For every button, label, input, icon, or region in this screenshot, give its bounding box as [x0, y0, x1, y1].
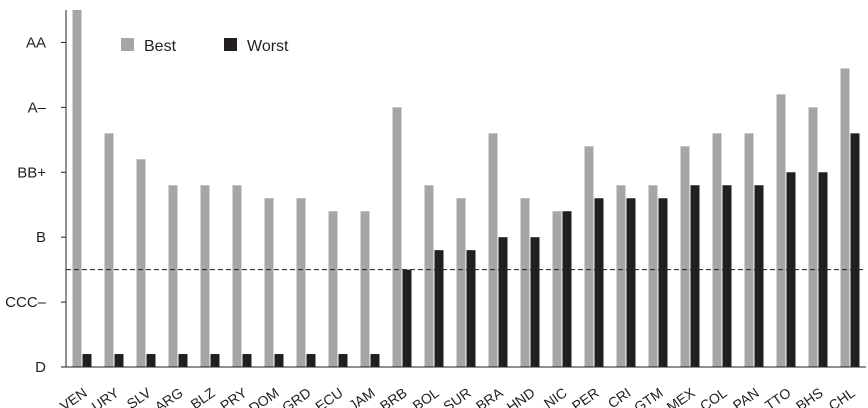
bar-best-ecu: [328, 211, 338, 367]
bar-best-ury: [104, 133, 114, 367]
bars: [72, 10, 860, 368]
x-category-label: URY: [89, 384, 123, 408]
y-axis: D CCC– B BB+ A– AA: [5, 10, 67, 376]
bar-worst-ecu: [338, 354, 348, 367]
bar-best-ven: [72, 10, 82, 367]
x-category-label: SUR: [440, 384, 473, 408]
legend: Best Worst: [121, 38, 289, 55]
bar-worst-jam: [370, 354, 380, 367]
bar-best-nic: [552, 211, 562, 367]
legend-label-best: Best: [144, 38, 177, 55]
x-category-label: PAN: [730, 384, 762, 408]
bar-worst-slv: [146, 354, 156, 367]
bar-best-chl: [840, 68, 850, 368]
bar-worst-chl: [850, 133, 860, 367]
bar-best-brb: [392, 107, 402, 368]
x-category-label: COL: [697, 384, 730, 408]
legend-swatch-best: [121, 38, 134, 51]
bar-worst-ury: [114, 354, 124, 367]
bar-best-tto: [776, 94, 786, 367]
x-category-label: ECU: [312, 384, 345, 408]
bar-worst-ven: [82, 354, 92, 367]
bar-worst-pan: [754, 185, 764, 367]
bar-worst-cri: [626, 198, 636, 367]
bar-worst-blz: [210, 354, 220, 367]
bar-worst-dom: [274, 354, 284, 367]
bar-worst-col: [722, 185, 732, 367]
x-category-label: PRY: [217, 384, 250, 408]
bar-best-bra: [488, 133, 498, 367]
y-tick-label: BB+: [17, 164, 46, 181]
bar-worst-grd: [306, 354, 316, 367]
bar-best-grd: [296, 198, 306, 367]
bar-best-mex: [680, 146, 690, 367]
x-category-label: GRD: [279, 384, 314, 408]
x-category-label: JAM: [346, 384, 378, 408]
bar-best-pry: [232, 185, 242, 367]
y-tick-label: AA: [26, 34, 46, 51]
x-category-label: BRA: [473, 384, 506, 408]
x-category-label: DOM: [246, 384, 282, 408]
x-category-label: BOL: [410, 384, 442, 408]
bar-best-dom: [264, 198, 274, 367]
bar-best-sur: [456, 198, 466, 367]
bar-best-slv: [136, 159, 146, 367]
bar-worst-bol: [434, 250, 444, 367]
x-category-label: GTM: [631, 384, 666, 408]
bar-best-cri: [616, 185, 626, 367]
bar-best-hnd: [520, 198, 530, 367]
y-tick-label: CCC–: [5, 294, 46, 311]
x-category-label: BLZ: [188, 384, 219, 408]
bar-worst-gtm: [658, 198, 668, 367]
bar-worst-sur: [466, 250, 476, 367]
legend-swatch-worst: [224, 38, 237, 51]
bar-best-col: [712, 133, 722, 367]
x-category-label: SLV: [124, 384, 155, 408]
x-category-label: VEN: [57, 384, 90, 408]
bar-best-bhs: [808, 107, 818, 368]
bar-best-arg: [168, 185, 178, 367]
y-tick-label: D: [35, 359, 46, 376]
x-category-label: PER: [569, 384, 602, 408]
bar-worst-hnd: [530, 237, 540, 367]
bar-worst-pry: [242, 354, 252, 367]
x-category-label: NIC: [541, 384, 570, 408]
bar-best-jam: [360, 211, 370, 367]
x-category-label: TTO: [762, 384, 794, 408]
x-category-label: HND: [504, 384, 538, 408]
x-category-label: BRB: [377, 384, 410, 408]
bar-best-blz: [200, 185, 210, 367]
x-category-label: ARG: [152, 384, 186, 408]
bar-best-per: [584, 146, 594, 367]
x-category-label: CHL: [826, 384, 858, 408]
bar-best-bol: [424, 185, 434, 367]
x-category-label: CRI: [605, 384, 634, 408]
y-tick-label: A–: [28, 99, 47, 116]
bar-worst-per: [594, 198, 604, 367]
bar-worst-mex: [690, 185, 700, 367]
bar-worst-nic: [562, 211, 572, 367]
bar-worst-brb: [402, 269, 412, 367]
x-category-label: MEX: [664, 384, 699, 408]
bar-best-gtm: [648, 185, 658, 367]
y-tick-label: B: [36, 229, 46, 246]
bar-worst-arg: [178, 354, 188, 367]
bar-worst-bra: [498, 237, 508, 367]
bar-best-pan: [744, 133, 754, 367]
legend-label-worst: Worst: [247, 38, 289, 55]
x-category-label: BHS: [793, 384, 826, 408]
